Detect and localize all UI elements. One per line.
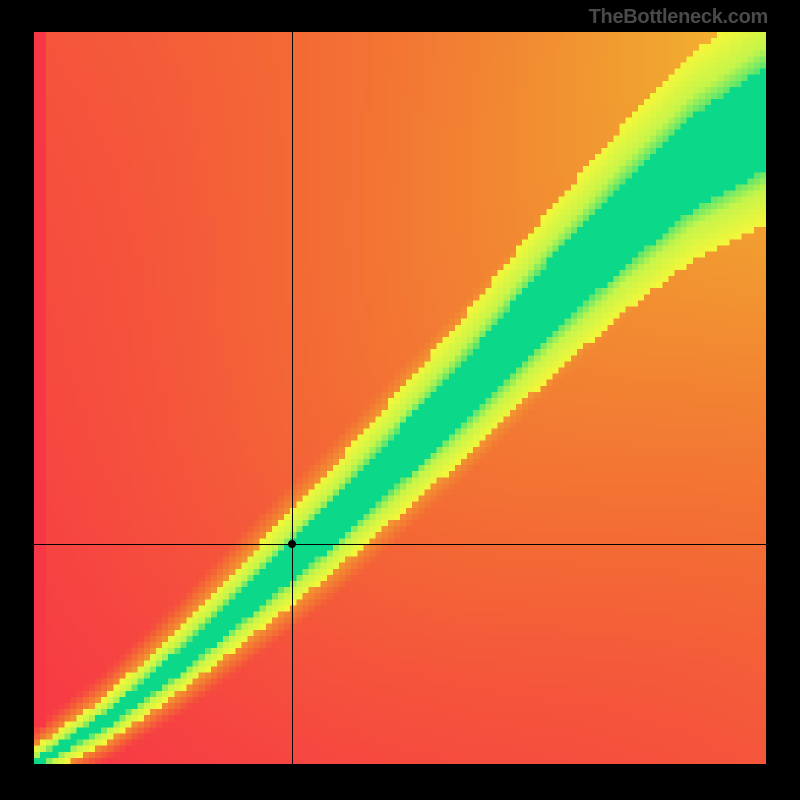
bottleneck-heatmap [34, 32, 766, 764]
crosshair-dot [288, 540, 296, 548]
watermark-text: TheBottleneck.com [589, 6, 768, 29]
plot-frame [34, 32, 766, 764]
crosshair-horizontal [34, 544, 766, 545]
crosshair-vertical [292, 32, 293, 764]
